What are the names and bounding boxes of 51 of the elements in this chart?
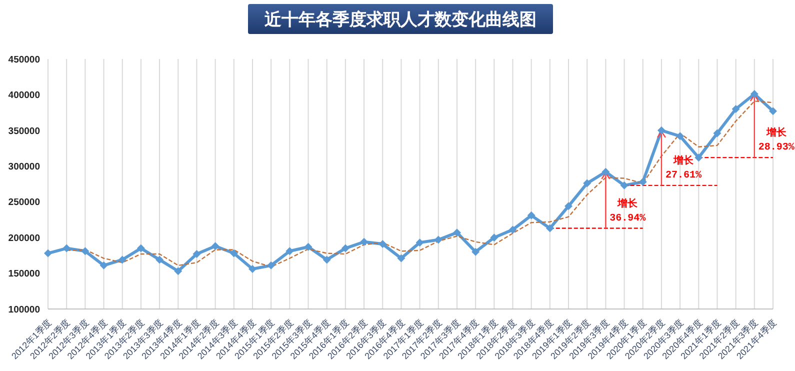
y-tick-label: 200000 (8, 232, 40, 244)
point (564, 202, 573, 210)
point (620, 181, 628, 190)
annotation: 增长 36.94% (610, 197, 646, 224)
point (769, 107, 777, 116)
point (546, 224, 554, 232)
point (452, 228, 461, 237)
point (136, 244, 145, 252)
point (100, 261, 108, 270)
point (248, 265, 256, 273)
point (211, 242, 220, 250)
y-tick-label: 300000 (8, 162, 40, 173)
point (508, 226, 517, 234)
point (713, 129, 722, 138)
point (397, 254, 406, 262)
point (192, 250, 201, 258)
point (267, 261, 276, 270)
point (341, 244, 350, 252)
point (118, 256, 126, 264)
point (676, 132, 684, 140)
point (156, 256, 164, 264)
y-tick-label: 400000 (8, 90, 40, 102)
point (44, 249, 52, 258)
annotation: 增长 28.93% (758, 126, 794, 154)
y-tick-label: 250000 (8, 197, 40, 208)
point (322, 256, 331, 264)
point (694, 154, 703, 162)
y-tick-label: 450000 (8, 54, 40, 66)
point (602, 168, 610, 176)
point (490, 234, 498, 242)
y-tick-label: 100000 (8, 304, 40, 316)
point (657, 126, 666, 134)
point (304, 242, 312, 251)
point (416, 238, 424, 247)
point (230, 249, 238, 258)
point (732, 105, 740, 113)
point (174, 267, 182, 276)
y-tick-label: 350000 (8, 126, 40, 137)
point (583, 179, 592, 188)
point (750, 90, 758, 98)
point (527, 211, 536, 220)
point (62, 244, 71, 252)
point (378, 240, 387, 248)
y-tick-label: 150000 (8, 268, 40, 280)
chart-title: 近十年各季度求职人才数变化曲线图 (248, 4, 553, 34)
point (434, 236, 442, 244)
point (81, 247, 90, 256)
point (472, 248, 480, 256)
annotation: 增长 27.61% (665, 154, 702, 182)
point (638, 178, 647, 186)
point (286, 247, 294, 256)
